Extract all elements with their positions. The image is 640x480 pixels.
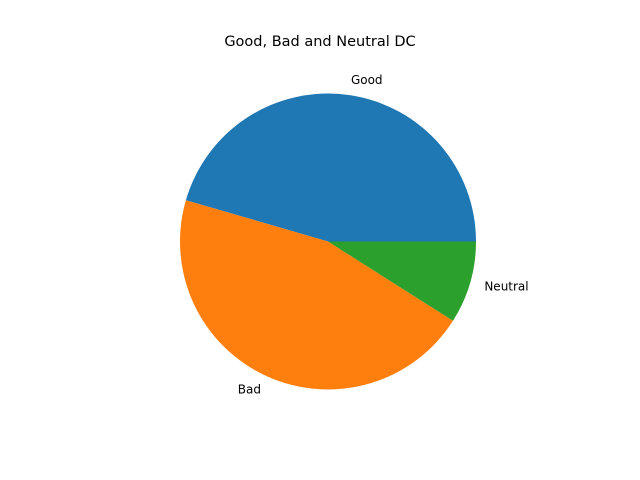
pie-slice-neutral	[328, 241, 476, 321]
pie-slice-bad	[180, 200, 453, 390]
slice-label-good: Good	[351, 73, 383, 87]
pie-slice-good	[185, 93, 476, 242]
slice-label-neutral: Neutral	[484, 279, 528, 293]
chart-title: Good, Bad and Neutral DC	[224, 34, 416, 50]
slice-label-bad: Bad	[238, 382, 261, 396]
